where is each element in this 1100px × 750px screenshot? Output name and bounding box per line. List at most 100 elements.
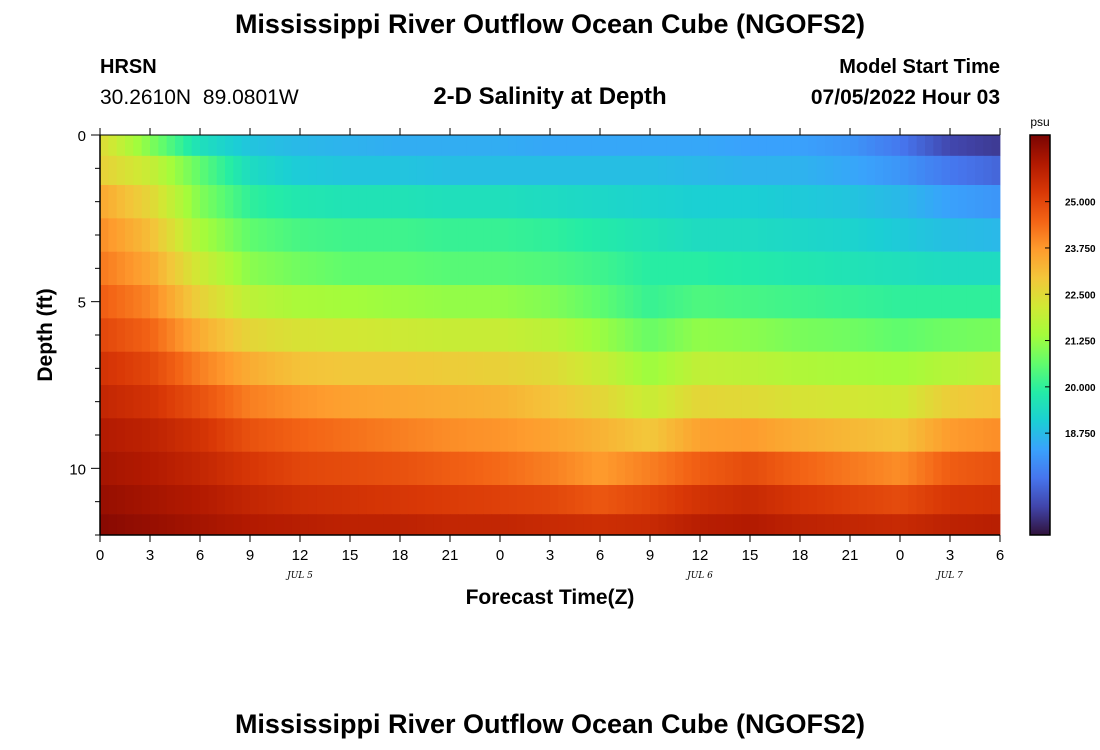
heatmap-cell: [716, 451, 726, 486]
heatmap-cell: [425, 351, 434, 386]
heatmap-cell: [383, 485, 393, 515]
heatmap-cell: [183, 218, 193, 252]
heatmap-cell: [416, 351, 426, 386]
heatmap-cell: [616, 155, 626, 186]
heatmap-cell: [725, 251, 734, 286]
heatmap-cell: [933, 155, 943, 186]
heatmap-cell: [766, 318, 776, 352]
heatmap-cell: [716, 385, 726, 419]
heatmap-cell: [850, 285, 859, 319]
heatmap-cell: [925, 135, 934, 157]
heatmap-cell: [291, 485, 301, 515]
heatmap-cell: [100, 351, 109, 386]
heatmap-cell: [891, 514, 901, 536]
heatmap-cell: [500, 251, 509, 286]
heatmap-cell: [941, 385, 951, 419]
heatmap-cell: [400, 185, 409, 219]
heatmap-cell: [550, 418, 559, 452]
heatmap-cell: [966, 185, 976, 219]
heatmap-cell: [300, 185, 309, 219]
heatmap-cell: [366, 514, 376, 536]
heatmap-cell: [650, 135, 659, 157]
heatmap-cell: [900, 185, 909, 219]
heatmap-cell: [475, 351, 484, 386]
heatmap-cell: [925, 451, 934, 486]
heatmap-cell: [750, 135, 759, 157]
heatmap-cell: [466, 251, 476, 286]
heatmap-cell: [358, 285, 368, 319]
heatmap-cell: [466, 135, 476, 157]
heatmap-cell: [441, 285, 451, 319]
heatmap-cell: [708, 351, 718, 386]
heatmap-cell: [575, 285, 584, 319]
heatmap-cell: [183, 318, 193, 352]
heatmap-cell: [875, 285, 884, 319]
heatmap-cell: [808, 318, 818, 352]
heatmap-cell: [741, 135, 751, 157]
x-tick-label: 12: [692, 547, 709, 564]
heatmap-cell: [716, 351, 726, 386]
colorbar-tick-label: 21.250: [1065, 337, 1096, 348]
heatmap-cell: [600, 285, 609, 319]
heatmap-cell: [991, 351, 1001, 386]
heatmap-cell: [641, 385, 651, 419]
heatmap-cell: [875, 385, 884, 419]
heatmap-cell: [283, 218, 293, 252]
heatmap-cell: [733, 385, 743, 419]
heatmap-cell: [416, 514, 426, 536]
heatmap-cell: [325, 451, 334, 486]
heatmap-cell: [983, 155, 993, 186]
heatmap-cell: [725, 451, 734, 486]
heatmap-cell: [200, 385, 209, 419]
heatmap-cell: [183, 185, 193, 219]
heatmap-cell: [466, 185, 476, 219]
heatmap-cell: [925, 351, 934, 386]
heatmap-cell: [583, 451, 593, 486]
heatmap-cell: [975, 155, 984, 186]
heatmap-cell: [208, 485, 218, 515]
heatmap-cell: [591, 418, 601, 452]
heatmap-cell: [233, 451, 243, 486]
heatmap-cell: [591, 485, 601, 515]
heatmap-cell: [491, 318, 501, 352]
heatmap-cell: [241, 514, 251, 536]
heatmap-cell: [400, 135, 409, 157]
heatmap-cell: [591, 185, 601, 219]
heatmap-cell: [750, 218, 759, 252]
heatmap-cell: [708, 185, 718, 219]
heatmap-cell: [341, 218, 351, 252]
heatmap-cell: [358, 135, 368, 157]
heatmap-cell: [608, 351, 618, 386]
heatmap-cell: [883, 514, 893, 536]
heatmap-cell: [141, 218, 151, 252]
heatmap-cell: [116, 385, 126, 419]
heatmap-cell: [216, 251, 226, 286]
heatmap-cell: [541, 351, 551, 386]
heatmap-cell: [625, 318, 634, 352]
x-tick-label: 3: [546, 547, 554, 564]
heatmap-cell: [766, 218, 776, 252]
heatmap-cell: [341, 351, 351, 386]
heatmap-cell: [416, 385, 426, 419]
heatmap-cell: [500, 285, 509, 319]
heatmap-cell: [341, 485, 351, 515]
heatmap-cell: [816, 285, 826, 319]
heatmap-cell: [908, 418, 918, 452]
heatmap-cell: [533, 218, 543, 252]
heatmap-cell: [525, 418, 534, 452]
heatmap-cell: [766, 351, 776, 386]
heatmap-cell: [116, 285, 126, 319]
heatmap-cell: [550, 155, 559, 186]
heatmap-cell: [958, 485, 968, 515]
heatmap-cell: [183, 485, 193, 515]
heatmap-cell: [600, 218, 609, 252]
heatmap-cell: [583, 318, 593, 352]
heatmap-cell: [950, 385, 959, 419]
heatmap-cell: [641, 155, 651, 186]
heatmap-cell: [225, 318, 234, 352]
heatmap-cell: [958, 185, 968, 219]
heatmap-cell: [658, 285, 668, 319]
model-start-label: Model Start Time: [839, 56, 1000, 78]
heatmap-cell: [933, 251, 943, 286]
heatmap-cell: [766, 451, 776, 486]
